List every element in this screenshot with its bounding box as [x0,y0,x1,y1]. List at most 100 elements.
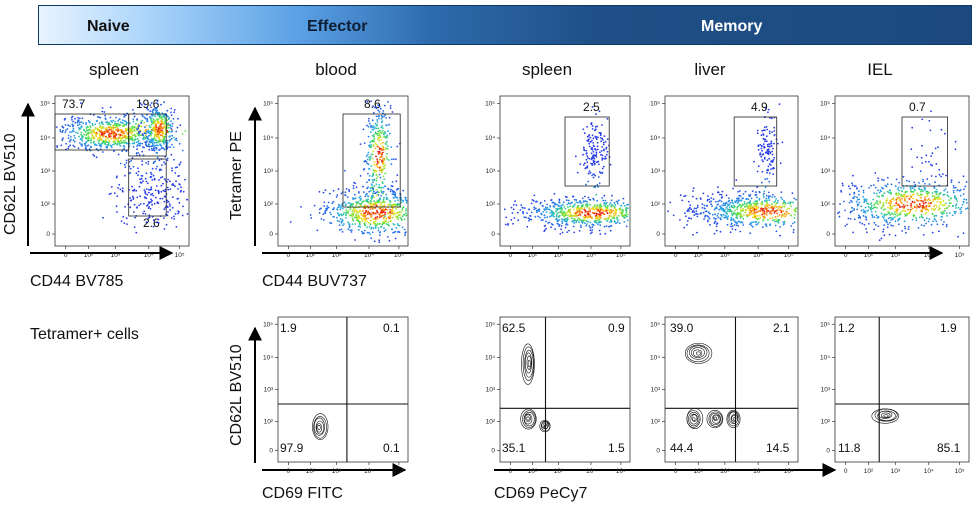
event-dot [152,219,155,222]
event-dot [877,225,880,228]
event-dot [767,206,770,209]
event-dot [359,221,362,224]
event-dot [904,210,907,213]
event-dot [114,134,116,137]
event-dot [869,203,872,205]
event-dot [149,104,152,107]
event-dot [379,208,382,210]
event-dot [385,198,388,201]
event-dot [792,222,794,225]
event-dot [543,214,546,217]
event-dot [592,137,595,140]
event-dot [562,213,565,216]
event-dot [684,194,687,197]
event-dot [152,194,155,197]
event-dot [525,216,527,219]
event-dot [895,209,897,211]
event-dot [522,211,524,214]
event-dot [766,201,768,204]
event-dot [583,162,586,165]
event-dot [382,132,385,135]
event-dot [944,188,947,191]
event-dot [131,195,134,198]
event-dot [122,215,125,218]
event-dot [162,182,164,185]
event-dot [790,225,793,227]
event-dot [751,225,754,228]
event-dot [383,216,385,219]
event-dot [388,239,391,242]
event-dot [772,167,775,169]
event-dot [904,227,907,230]
event-dot [568,215,571,218]
event-dot [599,137,602,139]
event-dot [392,196,395,199]
event-dot [370,100,372,103]
event-dot [171,196,174,199]
event-dot [594,204,596,207]
event-dot [110,120,112,122]
event-dot [768,157,771,160]
event-dot [589,211,591,213]
event-dot [626,215,628,218]
event-dot [124,120,127,123]
event-dot [401,226,404,229]
event-dot [849,187,851,190]
event-dot [140,120,143,123]
event-dot [766,214,768,216]
event-dot [372,174,375,177]
event-dot [175,226,178,228]
event-dot [626,204,628,206]
event-dot [144,129,147,132]
density-panel-1 [289,100,408,244]
event-dot [788,207,791,210]
event-dot [952,204,954,207]
event-dot [383,227,385,230]
event-dot [378,129,381,132]
event-dot [385,117,387,119]
event-dot [133,188,136,191]
event-dot [376,222,379,225]
event-dot [896,188,899,191]
event-dot [921,144,923,147]
event-dot [872,207,874,210]
event-dot [865,218,868,221]
event-dot [148,206,151,208]
event-dot [895,192,898,195]
event-dot [81,143,83,146]
event-dot [958,181,960,184]
event-dot [158,114,161,117]
event-dot [920,196,922,199]
event-dot [401,215,404,218]
event-dot [109,116,112,119]
event-dot [728,199,731,202]
event-dot [599,224,602,227]
event-dot [948,204,950,207]
event-dot [126,132,129,135]
event-dot [864,206,867,209]
event-dot [376,211,379,214]
event-dot [700,198,702,200]
event-dot [559,205,561,208]
event-dot [736,217,738,220]
event-dot [743,202,746,205]
event-dot [616,216,618,219]
event-dot [753,204,756,207]
event-dot [588,170,591,173]
event-dot [145,162,148,164]
event-dot [372,194,374,197]
event-dot [377,227,380,229]
event-dot [855,200,858,203]
event-dot [587,140,590,143]
event-dot [366,162,369,165]
event-dot [151,142,154,145]
event-dot [337,212,339,215]
event-dot [98,126,101,129]
event-dot [559,233,562,235]
event-dot [600,221,602,223]
event-dot [744,205,747,208]
event-dot [119,162,122,165]
event-dot [93,131,95,134]
event-dot [886,197,889,200]
event-dot [722,202,725,205]
